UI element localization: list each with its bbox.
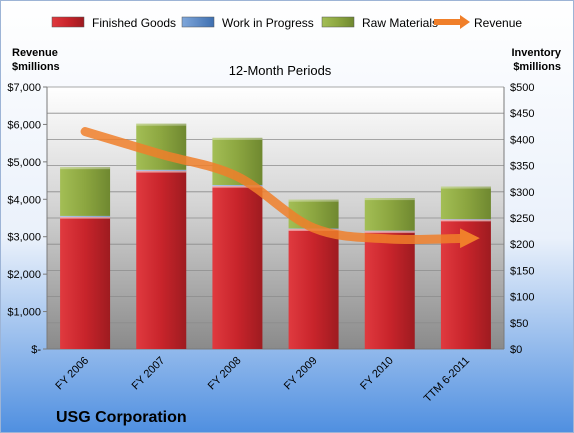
bar-highlight	[212, 137, 263, 140]
bar-finished-goods	[288, 229, 339, 349]
legend-label: Raw Materials	[362, 16, 438, 30]
bar-highlight	[60, 167, 111, 170]
bar-raw-materials	[60, 167, 111, 216]
right-tick-label: $500	[510, 82, 534, 94]
right-tick-label: $150	[510, 265, 534, 277]
bar-highlight	[212, 186, 263, 189]
bar-highlight	[364, 198, 415, 201]
bar-finished-goods	[212, 186, 263, 349]
revenue-series-line	[80, 127, 480, 249]
bar-highlight	[212, 184, 263, 187]
gridlines	[46, 86, 505, 350]
bar-highlight	[288, 199, 339, 202]
bar-highlight	[136, 123, 187, 126]
bar-finished-goods	[136, 170, 187, 349]
legend-swatch	[51, 16, 85, 28]
left-tick-label: $-	[31, 344, 41, 356]
legend-swatch-arrow	[460, 15, 470, 29]
legend-label: Finished Goods	[92, 16, 176, 30]
bar-highlight	[364, 230, 415, 233]
right-tick-label: $350	[510, 161, 534, 173]
left-tick-label: $3,000	[7, 232, 41, 244]
bar-highlight	[440, 219, 491, 222]
legend-swatch	[321, 16, 355, 28]
bar-highlight	[60, 215, 111, 218]
right-tick-label: $300	[510, 187, 534, 199]
bars	[60, 123, 491, 349]
right-tick-label: $450	[510, 108, 534, 120]
bar-work-in-progress	[136, 169, 187, 171]
bar-work-in-progress	[440, 219, 491, 220]
bar-work-in-progress	[60, 215, 111, 217]
bar-highlight	[60, 216, 111, 219]
right-tick-label: $50	[510, 318, 528, 330]
right-axis-title-line2: $millions	[513, 61, 561, 73]
bar-highlight	[136, 169, 187, 172]
bar-work-in-progress	[364, 230, 415, 232]
right-axis-title-line1: Inventory	[511, 47, 561, 59]
left-tick-label: $6,000	[7, 119, 41, 131]
bar-work-in-progress	[212, 184, 263, 187]
chart-subtitle: 12-Month Periods	[229, 63, 332, 78]
left-tick-label: $5,000	[7, 157, 41, 169]
bar-highlight	[440, 219, 491, 222]
right-tick-label: $100	[510, 292, 534, 304]
bar-raw-materials	[364, 198, 415, 231]
legend-label: Work in Progress	[222, 16, 314, 30]
legend-swatch	[181, 16, 215, 28]
left-tick-label: $1,000	[7, 307, 41, 319]
left-tick-label: $7,000	[7, 82, 41, 94]
legend: Finished Goods Work in Progress Raw Materi…	[51, 15, 522, 30]
bar-finished-goods	[60, 216, 111, 349]
bar-highlight	[440, 186, 491, 189]
revenue-line	[80, 127, 480, 249]
company-name: USG Corporation	[56, 409, 187, 426]
left-tick-label: $2,000	[7, 269, 41, 281]
left-tick-label: $4,000	[7, 194, 41, 206]
right-tick-label: $200	[510, 239, 534, 251]
right-tick-label: $400	[510, 134, 534, 146]
bar-raw-materials	[440, 186, 491, 220]
bar-highlight	[364, 231, 415, 234]
right-tick-label: $250	[510, 213, 534, 225]
legend-label: Revenue	[474, 16, 522, 30]
right-tick-label: $0	[510, 344, 522, 356]
bar-finished-goods	[364, 231, 415, 349]
left-axis-title-line2: $millions	[12, 61, 60, 73]
bar-highlight	[136, 170, 187, 173]
right-axis-ticks: $0 $50 $100 $150 $200 $250 $300 $350 $400 $450 $50…	[510, 82, 534, 356]
left-axis-ticks: $- $1,000 $2,000 $3,000 $4,000 $5,000 $6,000 $7…	[7, 82, 47, 356]
left-axis-title-line1: Revenue	[12, 47, 58, 59]
